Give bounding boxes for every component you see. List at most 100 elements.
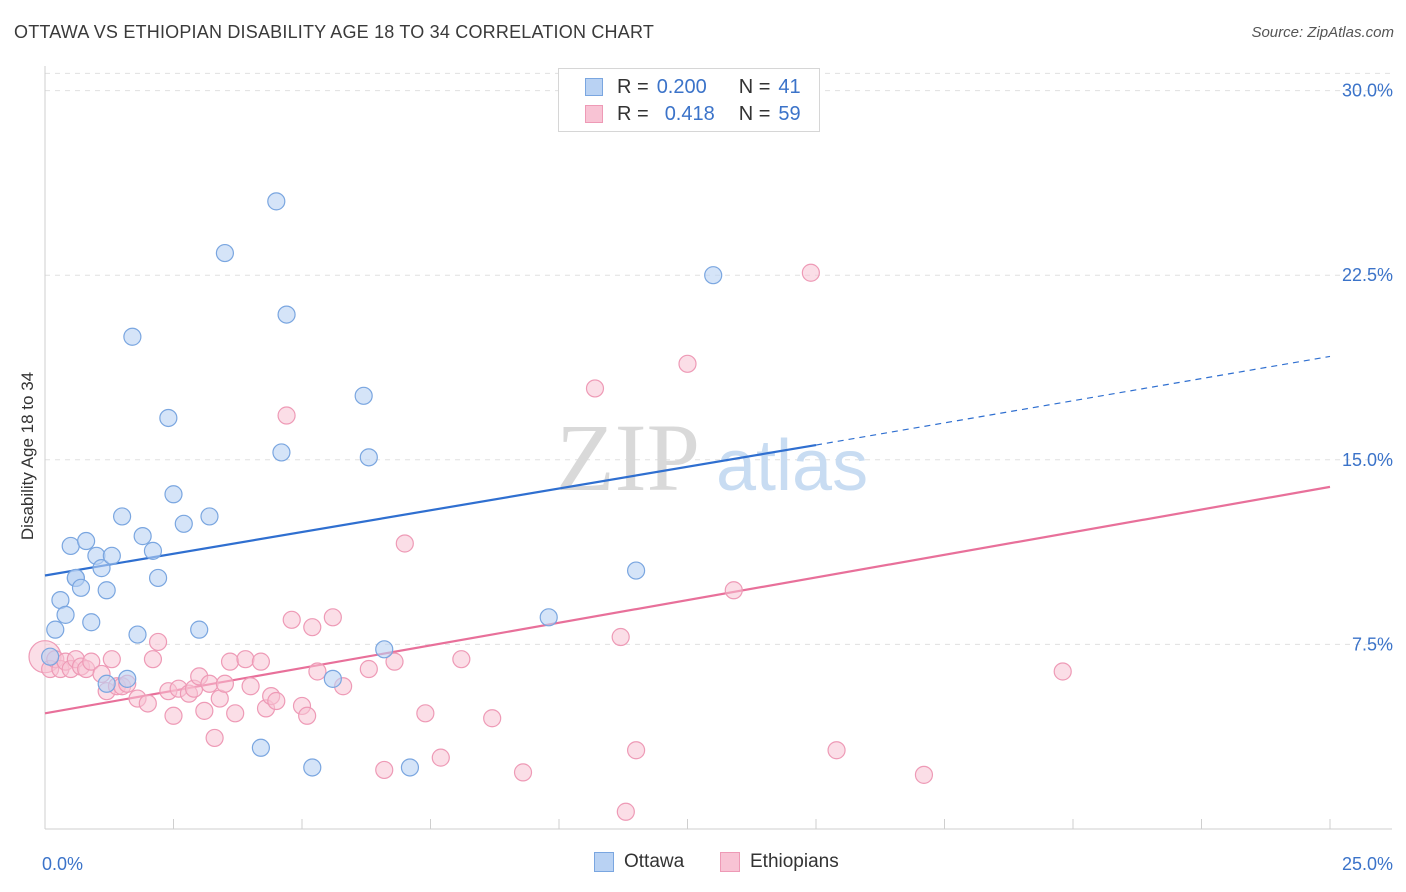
- ottawa-point: [159, 408, 178, 428]
- series-legend: Ottawa Ethiopians: [0, 851, 1406, 879]
- legend-r-label: R =: [617, 75, 649, 98]
- source-label: Source: ZipAtlas.com: [1251, 24, 1394, 41]
- legend-item-label: Ottawa: [624, 851, 685, 872]
- ethiopians-point: [323, 608, 342, 627]
- ottawa-point: [133, 527, 152, 546]
- ottawa-trend-extension: [815, 355, 1331, 446]
- ethiopians-point: [801, 263, 820, 282]
- ethiopians-point: [585, 379, 605, 398]
- ottawa-point: [71, 578, 91, 597]
- ottawa-point: [277, 305, 296, 324]
- ethiopians-point: [303, 618, 322, 637]
- ethiopians-point: [282, 610, 301, 629]
- ethiopians-points: [28, 263, 1072, 821]
- watermark-zip: ZIP: [556, 404, 700, 511]
- tick-labels: 7.5% 15.0% 22.5% 30.0% 0.0% 25.0%: [42, 81, 1393, 874]
- ottawa-point: [251, 738, 270, 757]
- ethiopians-point: [82, 652, 101, 671]
- ethiopians-point: [200, 674, 219, 693]
- legend-row-ethiopians: R = 0.418 N = 59: [585, 101, 801, 127]
- ottawa-point: [539, 608, 558, 627]
- ottawa-trend-line: [44, 443, 817, 577]
- ottawa-point: [97, 581, 116, 600]
- ethiopians-point: [385, 652, 404, 671]
- ethiopians-point: [308, 662, 327, 681]
- grid-lines: [45, 72, 1392, 645]
- legend-n-value: 41: [778, 75, 801, 98]
- ethiopians-point: [267, 691, 286, 711]
- ottawa-point: [323, 669, 342, 688]
- legend-n-label: N =: [738, 75, 771, 98]
- legend-item-label: Ethiopians: [750, 851, 839, 872]
- ottawa-point: [626, 561, 646, 580]
- trend-lines: [44, 355, 1331, 715]
- ottawa-point: [82, 613, 101, 632]
- x-tick-label: 0.0%: [42, 854, 83, 874]
- ethiopians-point: [102, 650, 121, 669]
- ethiopians-trend-line: [44, 485, 1331, 715]
- legend-r-label: R =: [617, 102, 649, 125]
- ottawa-swatch: [585, 78, 603, 96]
- legend-row-ottawa: R = 0.200 N = 41: [585, 74, 801, 100]
- watermark-atlas: atlas: [716, 426, 868, 506]
- ethiopians-point: [298, 706, 317, 725]
- ethiopians-point: [277, 406, 296, 425]
- ethiopians-legend-swatch: [720, 852, 740, 872]
- ottawa-point: [215, 243, 234, 263]
- ethiopians-point: [241, 677, 260, 696]
- ottawa-point: [200, 507, 219, 526]
- ottawa-point: [41, 647, 60, 666]
- ethiopians-point: [452, 650, 471, 669]
- ethiopians-point: [626, 741, 646, 760]
- ottawa-point: [112, 507, 132, 526]
- ottawa-point: [272, 443, 291, 462]
- ethiopians-point: [513, 763, 533, 782]
- ottawa-point: [56, 605, 75, 624]
- ethiopians-point: [483, 709, 502, 728]
- ethiopians-swatch: [585, 105, 603, 123]
- legend-item-ethiopians: Ethiopians: [720, 851, 839, 873]
- ottawa-point: [400, 758, 420, 777]
- ottawa-point: [375, 640, 394, 659]
- ottawa-legend-swatch: [594, 852, 614, 872]
- legend-r-value: 0.200: [656, 75, 707, 98]
- ethiopians-point: [236, 650, 255, 669]
- ottawa-point: [174, 514, 193, 533]
- ottawa-point: [354, 386, 373, 405]
- ottawa-point: [46, 620, 65, 639]
- ethiopians-point: [164, 706, 183, 725]
- legend-n-label: N =: [738, 102, 771, 125]
- legend-r-value: 0.418: [664, 102, 715, 125]
- ottawa-point: [102, 546, 121, 565]
- chart-title: OTTAWA VS ETHIOPIAN DISABILITY AGE 18 TO…: [14, 22, 655, 42]
- ottawa-point: [164, 485, 183, 504]
- ottawa-point: [143, 541, 163, 560]
- ottawa-points: [41, 192, 723, 777]
- legend-item-ottawa: Ottawa: [594, 851, 684, 873]
- legend-n-value: 59: [778, 102, 801, 125]
- ethiopians-point: [148, 632, 168, 652]
- ethiopians-point: [431, 748, 450, 767]
- y-tick-label: 30.0%: [1342, 81, 1393, 101]
- ottawa-point: [704, 266, 723, 285]
- ottawa-point: [92, 559, 111, 578]
- ethiopians-point: [138, 694, 157, 713]
- ethiopians-point: [914, 765, 934, 784]
- ethiopians-point: [215, 674, 234, 693]
- ethiopians-point: [375, 760, 394, 780]
- ethiopians-point: [251, 652, 270, 671]
- ottawa-point: [61, 536, 80, 556]
- y-tick-label: 22.5%: [1342, 265, 1393, 285]
- ethiopians-point: [143, 650, 163, 669]
- correlation-legend: R = 0.200 N = 41 R = 0.418 N = 59: [558, 68, 820, 132]
- ethiopians-point: [678, 354, 697, 373]
- ethiopians-point: [611, 627, 630, 647]
- ethiopians-point: [1053, 662, 1072, 681]
- ottawa-point: [123, 327, 142, 346]
- ethiopians-point: [195, 701, 214, 720]
- ottawa-point: [77, 531, 96, 551]
- ottawa-point: [190, 620, 209, 639]
- ottawa-point: [359, 448, 378, 467]
- ottawa-point: [97, 674, 116, 693]
